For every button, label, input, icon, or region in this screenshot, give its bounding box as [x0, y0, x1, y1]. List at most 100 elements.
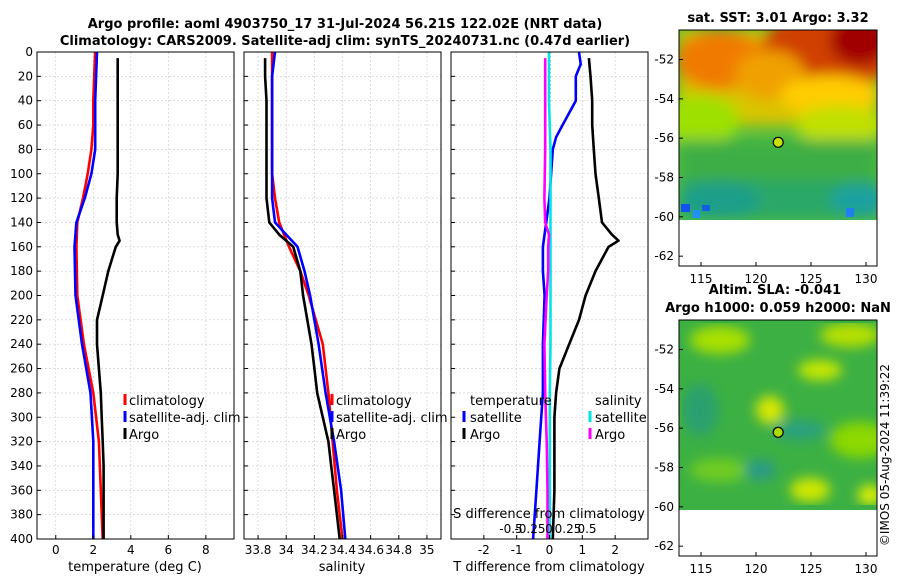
x-tick-label: 4	[127, 543, 135, 557]
sla-map-ticks: 115 120 125 130 -52 -54 -56 -58 -60 -62	[654, 343, 877, 577]
difference-ticks: -2 -1 0 1 2 -0.5-0.25 0 0.250.5	[451, 51, 619, 557]
difference-top-xlabel: S difference from climatology	[453, 507, 645, 522]
map-y-tick-label: -52	[654, 53, 674, 67]
map-y-tick-label: -52	[654, 343, 674, 357]
y-tick-label: 200	[10, 289, 33, 303]
y-tick-label: 360	[10, 483, 33, 497]
map-x-tick-label: 120	[745, 562, 768, 576]
series-argo	[95, 58, 121, 539]
x-tick-label: 2	[89, 543, 97, 557]
y-tick-label: 160	[10, 240, 33, 254]
y-tick-label: 60	[18, 118, 33, 132]
map-x-tick-label: 130	[855, 562, 878, 576]
map-x-tick-label: 115	[690, 272, 713, 286]
secondary-tick-label: 0.25	[555, 522, 582, 536]
x-tick-label: 6	[165, 543, 173, 557]
map-y-tick-label: -54	[654, 382, 674, 396]
x-tick-label: 34.8	[385, 543, 412, 557]
secondary-tick-label: -0.25	[514, 522, 545, 536]
x-tick-label: -1	[511, 543, 523, 557]
x-tick-label: 34.2	[301, 543, 328, 557]
legend-label-climatology: climatology	[129, 394, 205, 409]
salinity-ticks: 33.8 34 34.2 34.4 34.6 34.8 35	[244, 51, 435, 557]
sst-argo-marker	[772, 136, 784, 148]
y-tick-label: 20	[18, 69, 33, 83]
map-x-tick-label: 125	[800, 562, 823, 576]
legend-label-satellite: satellite-adj. clim	[336, 411, 448, 426]
x-tick-label: 8	[202, 543, 210, 557]
legend-label-argo: Argo	[336, 428, 366, 443]
sla-map-title-line2: Argo h1000: 0.059 h2000: NaN	[665, 301, 891, 316]
y-tick-label: 400	[10, 532, 33, 546]
sst-map-field	[679, 30, 877, 220]
x-tick-label: 34.4	[329, 543, 356, 557]
legend-label-sal-argo: Argo	[595, 428, 625, 443]
x-tick-label: 35	[419, 543, 434, 557]
legend-title-temperature: temperature	[470, 394, 552, 409]
legend-label-temp-argo: Argo	[470, 428, 500, 443]
imos-timestamp: ©IMOS 05-Aug-2024 11:39:22	[878, 364, 892, 546]
map-y-tick-label: -54	[654, 92, 674, 106]
y-tick-label: 100	[10, 167, 33, 181]
sst-map-axes	[678, 29, 878, 267]
temperature-series	[73, 51, 121, 540]
map-y-tick-label: -56	[654, 421, 674, 435]
map-x-tick-label: 125	[800, 272, 823, 286]
y-tick-label: 260	[10, 362, 33, 376]
map-y-tick-label: -56	[654, 131, 674, 145]
difference-xlabel: T difference from climatology	[452, 560, 645, 575]
secondary-tick-label: 0.5	[577, 522, 596, 536]
map-y-tick-label: -60	[654, 210, 674, 224]
legend-label-sal-satellite: satellite	[595, 411, 647, 426]
sla-map-field	[679, 320, 877, 510]
map-x-tick-label: 130	[855, 272, 878, 286]
x-tick-label: 33.8	[245, 543, 272, 557]
legend-label-climatology: climatology	[336, 394, 412, 409]
sla-map-axes	[678, 319, 878, 557]
map-x-tick-label: 115	[690, 562, 713, 576]
x-tick-label: 34	[279, 543, 294, 557]
legend-label-argo: Argo	[129, 428, 159, 443]
series-temperature-satellite	[531, 51, 583, 540]
y-tick-label: 320	[10, 435, 33, 449]
x-tick-label: 0	[546, 543, 554, 557]
salinity-grid	[244, 51, 441, 540]
figure-title-line2: Climatology: CARS2009. Satellite-adj cli…	[60, 34, 630, 49]
series-salinity-satellite	[547, 52, 552, 539]
y-tick-label: 80	[18, 142, 33, 156]
y-tick-label: 240	[10, 337, 33, 351]
sst-map-cold-patches	[681, 204, 854, 218]
y-tick-label: 340	[10, 459, 33, 473]
series-argo	[263, 58, 341, 540]
series-temperature-argo	[551, 57, 620, 540]
map-y-tick-label: -62	[654, 539, 674, 553]
y-tick-label: 0	[25, 45, 33, 59]
x-tick-label: -2	[478, 543, 490, 557]
secondary-tick-label: 0	[545, 522, 553, 536]
salinity-xlabel: salinity	[319, 560, 366, 575]
map-y-tick-label: -58	[654, 171, 674, 185]
temperature-ticks: 0204060801001201401601802002202402602803…	[10, 45, 210, 557]
y-tick-label: 280	[10, 386, 33, 400]
series-satellite-adj-clim	[270, 51, 347, 540]
y-tick-label: 300	[10, 410, 33, 424]
y-tick-label: 120	[10, 191, 33, 205]
y-tick-label: 40	[18, 94, 33, 108]
salinity-legend: climatology satellite-adj. clim Argo	[330, 394, 448, 443]
difference-salinity-legend: salinity satellite Argo	[588, 394, 647, 443]
sst-map-title: sat. SST: 3.01 Argo: 3.32	[687, 11, 868, 26]
series-satellite-adj-clim	[73, 51, 99, 539]
sla-map-title-line1: Altim. SLA: -0.041	[709, 283, 841, 298]
x-tick-label: 1	[579, 543, 587, 557]
legend-title-salinity: salinity	[595, 394, 642, 409]
sla-argo-marker	[772, 426, 784, 438]
secondary-tick-label: -0.5	[499, 522, 522, 536]
map-y-tick-label: -60	[654, 500, 674, 514]
difference-temperature-legend: temperature satellite Argo	[462, 394, 552, 443]
y-tick-label: 220	[10, 313, 33, 327]
temperature-grid	[37, 51, 234, 540]
map-y-tick-label: -62	[654, 249, 674, 263]
y-tick-label: 180	[10, 264, 33, 278]
legend-label-satellite: satellite-adj. clim	[129, 411, 241, 426]
